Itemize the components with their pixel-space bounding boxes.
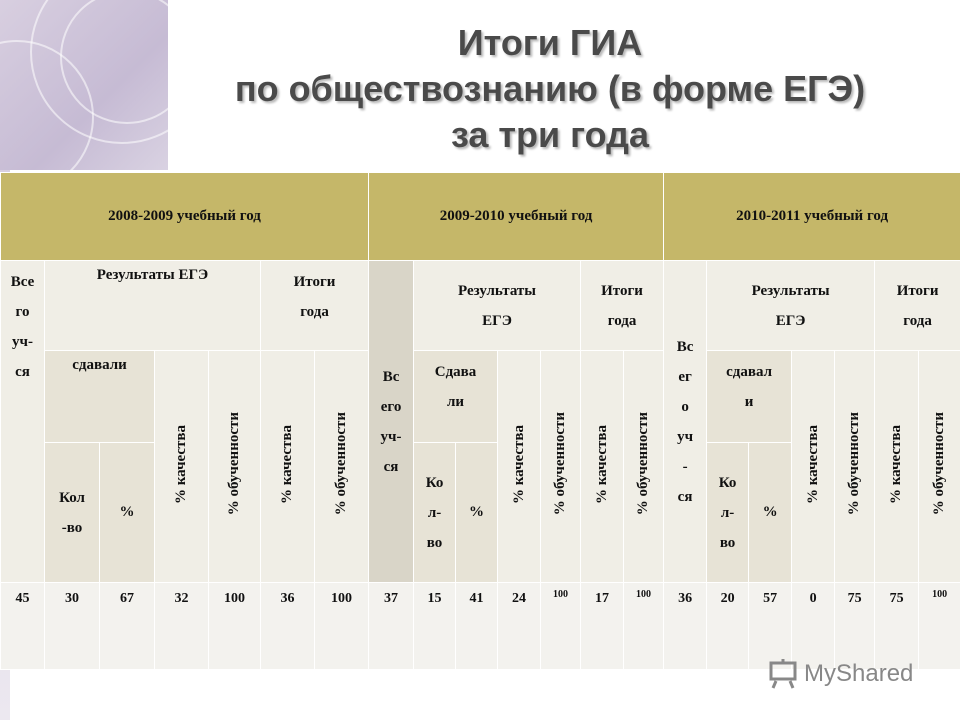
year-quality-header-y3: % качества <box>874 350 920 583</box>
year-quality-header-y2: % качества <box>580 350 625 583</box>
value-cell: 24 <box>497 582 542 670</box>
count-header-y1: Кол -во <box>44 442 100 583</box>
value-cell: 37 <box>368 582 415 670</box>
total-students-header-y1: Все го уч-ся <box>0 260 45 583</box>
year-header-2008-2009: 2008-2009 учебный год <box>0 172 370 261</box>
value-cell: 20 <box>706 582 750 670</box>
quality-header-y3: % качества <box>791 350 836 583</box>
learning-header-y2: % обученности <box>540 350 582 583</box>
ege-results-header-y2: Результаты ЕГЭ <box>413 260 582 351</box>
value-cell: 36 <box>260 582 315 670</box>
value-cell: 67 <box>99 582 155 670</box>
total-students-header-y3: Вс ег о уч - ся <box>663 260 708 583</box>
value-cell: 41 <box>455 582 499 670</box>
learning-header-y1: % обученности <box>208 350 261 583</box>
watermark-logo: MyShared <box>768 656 928 692</box>
year-totals-header-y1: Итоги года <box>259 260 370 351</box>
year-header-2010-2011: 2010-2011 учебный год <box>663 172 960 261</box>
watermark-text: MyShared <box>804 660 914 687</box>
percent-header-y1: % <box>99 442 155 583</box>
value-cell: 30 <box>44 582 100 670</box>
year-totals-header-y3: Итоги года <box>874 260 960 351</box>
value-cell: 100 <box>623 582 665 670</box>
year-quality-header-y1: % качества <box>260 350 315 583</box>
presentation-board-icon <box>768 659 798 689</box>
quality-header-y1: % качества <box>154 350 209 583</box>
ege-results-header-y3: Результаты ЕГЭ <box>706 260 876 351</box>
year-header-2009-2010: 2009-2010 учебный год <box>368 172 665 261</box>
title-line-1: Итоги ГИА <box>457 22 643 63</box>
value-cell: 100 <box>313 582 370 670</box>
took-exam-header-y3: сдавал и <box>706 350 793 443</box>
total-students-header-y2: Вс его уч-ся <box>368 260 415 583</box>
slide-title: Итоги ГИА по обществознанию (в форме ЕГЭ… <box>150 20 950 158</box>
values-row: 45 30 67 32 100 36 100 37 15 41 24 100 1… <box>0 582 960 670</box>
year-learning-header-y2: % обученности <box>623 350 665 583</box>
took-exam-header-y1: сдавали <box>44 350 155 443</box>
value-cell: 0 <box>791 582 836 670</box>
value-cell: 75 <box>834 582 876 670</box>
value-cell: 36 <box>663 582 708 670</box>
count-header-y3: Ко л-во <box>706 442 750 583</box>
year-learning-header-y3: % обученности <box>918 350 960 583</box>
title-line-3: за три года <box>450 114 650 155</box>
value-cell: 45 <box>0 582 45 670</box>
percent-header-y3: % <box>748 442 793 583</box>
title-line-2: по обществознанию (в форме ЕГЭ) <box>234 68 866 109</box>
decorative-corner-panel <box>0 0 168 170</box>
value-cell: 100 <box>208 582 261 670</box>
value-cell: 100 <box>918 582 960 670</box>
count-header-y2: Ко л-во <box>413 442 457 583</box>
value-cell: 32 <box>154 582 209 670</box>
ege-results-header-y1: Результаты ЕГЭ <box>44 260 261 351</box>
year-totals-header-y2: Итоги года <box>580 260 665 351</box>
took-exam-header-y2: Сдава ли <box>413 350 499 443</box>
year-learning-header-y1: % обученности <box>313 350 370 583</box>
value-cell: 17 <box>580 582 625 670</box>
results-table: 2008-2009 учебный год 2009-2010 учебный … <box>0 172 960 670</box>
percent-header-y2: % <box>455 442 499 583</box>
quality-header-y2: % качества <box>497 350 542 583</box>
value-cell: 15 <box>413 582 457 670</box>
value-cell: 57 <box>748 582 793 670</box>
learning-header-y3: % обученности <box>834 350 876 583</box>
value-cell: 100 <box>540 582 582 670</box>
